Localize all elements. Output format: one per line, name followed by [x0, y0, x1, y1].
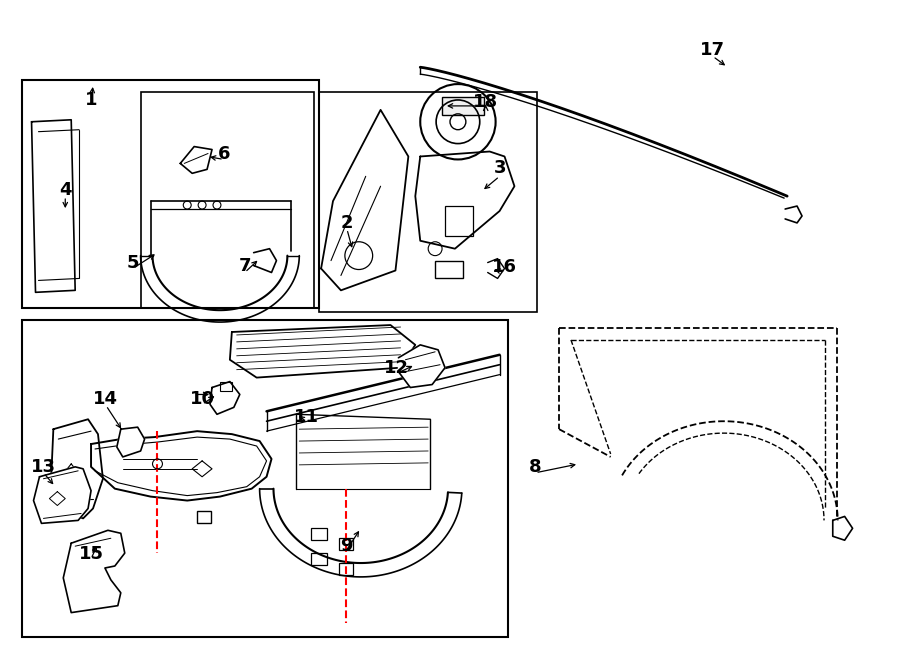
Text: 9: 9: [339, 537, 352, 555]
Bar: [320, 92, 537, 312]
Bar: [220, 381, 232, 391]
Bar: [339, 563, 353, 575]
Polygon shape: [254, 249, 276, 272]
Bar: [22, 80, 320, 308]
Text: 16: 16: [492, 258, 517, 276]
Polygon shape: [488, 258, 505, 278]
Polygon shape: [63, 530, 125, 613]
Bar: [445, 206, 473, 236]
Text: 10: 10: [190, 391, 214, 408]
Bar: [435, 260, 463, 278]
Text: 4: 4: [59, 181, 71, 199]
Polygon shape: [415, 151, 515, 249]
Bar: [311, 528, 327, 540]
Polygon shape: [33, 467, 91, 524]
Text: 6: 6: [218, 145, 230, 163]
Text: 12: 12: [384, 359, 409, 377]
Bar: [140, 92, 314, 308]
Text: 1: 1: [85, 91, 97, 109]
Bar: [339, 538, 353, 550]
Polygon shape: [399, 345, 445, 387]
Polygon shape: [230, 325, 415, 377]
Polygon shape: [321, 110, 409, 290]
Text: 7: 7: [238, 256, 251, 274]
Text: 13: 13: [31, 458, 56, 476]
Polygon shape: [51, 419, 103, 518]
Text: 11: 11: [293, 408, 319, 426]
Text: 14: 14: [94, 391, 119, 408]
Bar: [22, 320, 508, 637]
Polygon shape: [117, 427, 145, 457]
Bar: [442, 97, 483, 115]
Text: 15: 15: [78, 545, 104, 563]
Polygon shape: [210, 381, 239, 414]
Polygon shape: [32, 120, 76, 292]
Text: 2: 2: [340, 214, 353, 232]
Polygon shape: [91, 431, 272, 500]
Text: 18: 18: [473, 93, 499, 111]
Text: 3: 3: [493, 159, 506, 177]
Text: 17: 17: [700, 42, 725, 59]
Text: 8: 8: [529, 458, 542, 476]
Bar: [311, 553, 327, 565]
Text: 5: 5: [126, 254, 139, 272]
Bar: [197, 512, 211, 524]
Polygon shape: [180, 147, 212, 173]
